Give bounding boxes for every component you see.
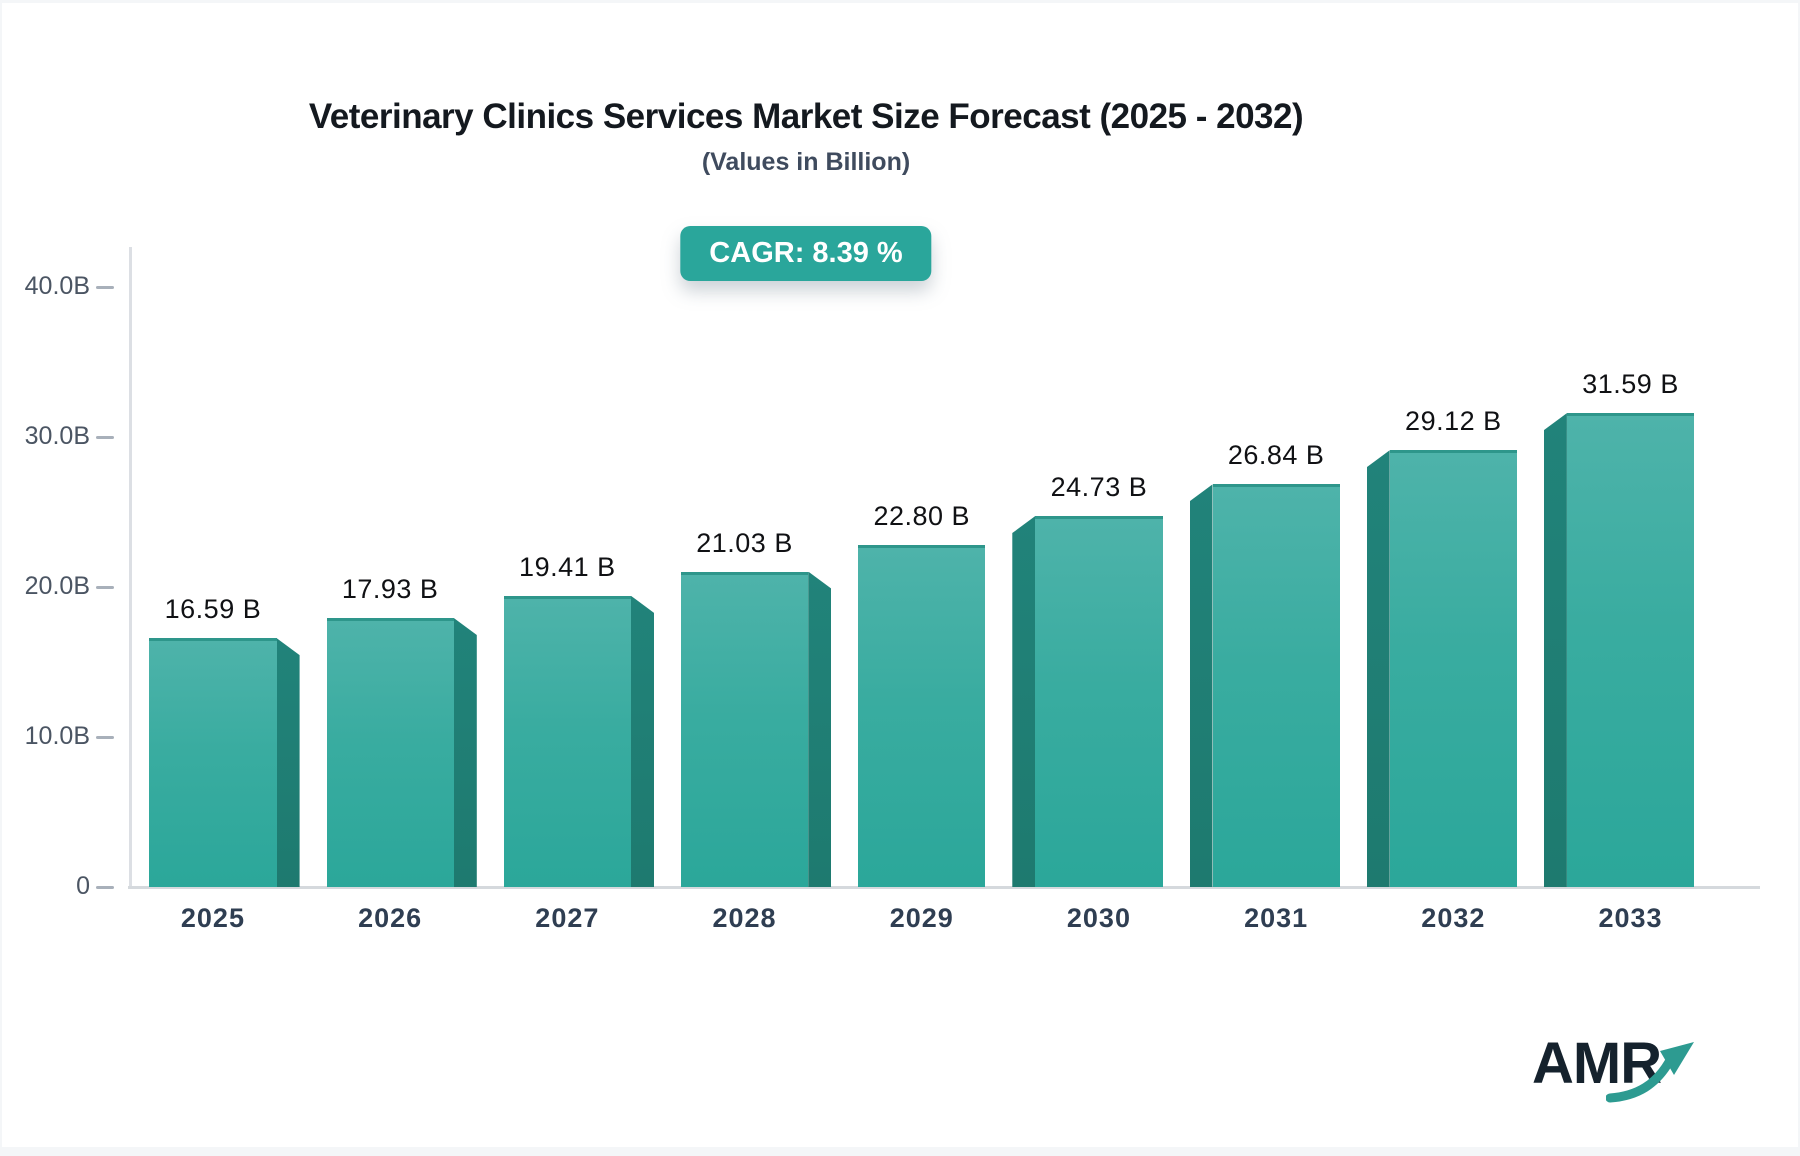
bar-value-label: 24.73 B: [1050, 472, 1148, 503]
x-axis-tick-label: 2032: [1421, 903, 1486, 933]
bar: [149, 638, 277, 887]
x-axis-tick-label: 2030: [1066, 903, 1131, 933]
x-axis-line: [128, 886, 1760, 889]
y-axis-tick-label: 40.0B: [24, 272, 90, 300]
y-axis-tick-label: 0: [76, 872, 90, 900]
x-axis-tick-label: 2026: [358, 903, 423, 933]
x-axis-tick-label: 2033: [1598, 903, 1663, 933]
x-axis-tick-label: 2025: [180, 903, 245, 933]
amr-logo: AMR: [1532, 1030, 1702, 1110]
bar-value-label: 22.80 B: [873, 501, 971, 531]
cagr-badge: CAGR: 8.39 %: [680, 226, 932, 281]
bar-side-face: [276, 638, 300, 887]
bar: [858, 545, 986, 887]
bar-side-face: [453, 618, 477, 887]
bar-side-face: [1012, 516, 1036, 887]
bar-side-face: [1366, 450, 1390, 887]
bar: [1389, 450, 1517, 887]
bar-value-label: 21.03 B: [696, 527, 793, 558]
y-axis-tick-label: 20.0B: [24, 572, 90, 600]
bar-value-label: 16.59 B: [164, 594, 262, 625]
y-axis-tick-label: 10.0B: [24, 722, 90, 750]
x-axis-tick-label: 2031: [1244, 903, 1309, 933]
y-axis-line: [129, 247, 132, 887]
bar-value-label: 31.59 B: [1582, 369, 1679, 400]
y-axis-tick: [96, 286, 114, 289]
bar: [680, 571, 809, 887]
bar-value-label: 17.93 B: [341, 574, 439, 605]
bar: [1566, 413, 1695, 887]
bar-side-face: [1189, 484, 1213, 887]
x-axis-tick-label: 2027: [535, 903, 600, 933]
bar: [1035, 516, 1163, 887]
x-axis-tick-label: 2029: [889, 903, 954, 933]
y-axis-tick: [96, 586, 114, 589]
bar-side-face: [808, 571, 832, 887]
bar-value-label: 29.12 B: [1405, 406, 1502, 437]
bar-value-label: 19.41 B: [519, 551, 616, 582]
y-axis-tick: [96, 736, 114, 739]
chart-title: Veterinary Clinics Services Market Size …: [308, 97, 1304, 136]
bar-side-face: [631, 595, 654, 887]
x-axis-tick-label: 2028: [712, 903, 777, 933]
y-axis-tick: [96, 886, 114, 889]
bar-value-label: 26.84 B: [1227, 440, 1325, 471]
bar-side-face: [1543, 413, 1567, 887]
bar: [326, 618, 454, 887]
growth-arrow-icon: [1606, 1042, 1694, 1103]
y-axis-tick-label: 30.0B: [24, 422, 90, 450]
bar: [1212, 484, 1340, 887]
chart-subtitle: (Values in Billion): [701, 148, 911, 176]
bar: [503, 595, 631, 887]
y-axis-tick: [96, 436, 114, 439]
